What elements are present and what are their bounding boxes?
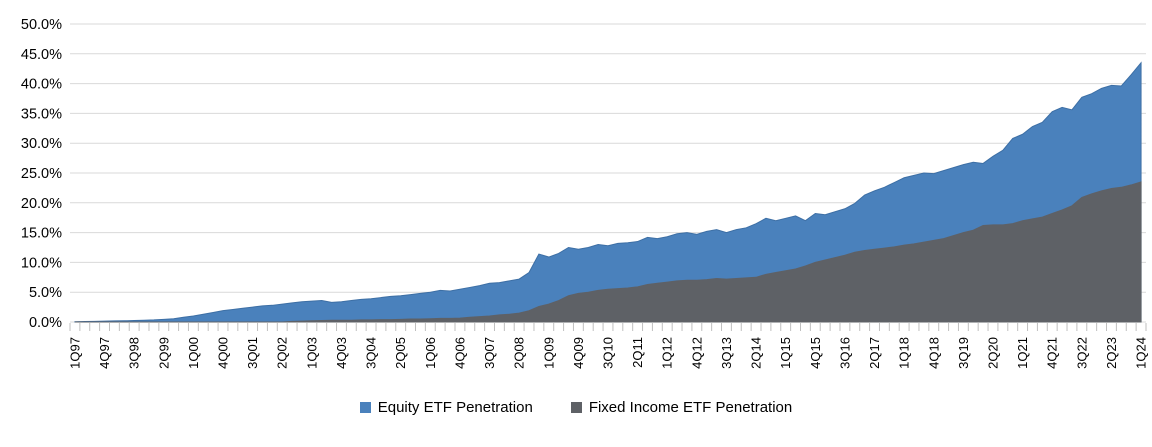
x-axis-label: 3Q98 — [127, 337, 142, 369]
equity-legend-label: Equity ETF Penetration — [377, 399, 533, 416]
x-axis-label: 2Q20 — [985, 337, 1000, 369]
x-axis-label: 4Q21 — [1045, 337, 1060, 369]
fixed-income-legend-label: Fixed Income ETF Penetration — [588, 399, 793, 416]
x-axis-label: 2Q05 — [393, 337, 408, 369]
x-axis-label: 2Q23 — [1104, 337, 1119, 369]
x-axis-label: 1Q21 — [1015, 337, 1030, 369]
x-axis-label: 1Q97 — [67, 337, 82, 369]
y-axis-label: 10.0% — [21, 255, 62, 271]
x-axis-label: 4Q15 — [808, 337, 823, 369]
etf-penetration-area-chart: 50.0% 45.0% 40.0% 35.0% 30.0% 25.0% 20.0% 15.0%… — [21, 17, 1149, 369]
y-axis-label: 35.0% — [21, 106, 62, 122]
x-axis-label: 4Q12 — [689, 337, 704, 369]
y-axis-label: 40.0% — [21, 77, 62, 93]
legend-item-fixed-income: Fixed Income ETF Penetration — [570, 399, 793, 416]
fixed-income-legend-swatch-icon — [570, 402, 582, 413]
x-axis-label: 1Q03 — [304, 337, 319, 369]
x-axis-label: 2Q08 — [512, 337, 527, 369]
x-axis-label: 1Q15 — [778, 337, 793, 369]
x-axis-label: 3Q10 — [601, 337, 616, 369]
x-axis-label: 3Q19 — [956, 337, 971, 369]
x-axis-label: 1Q06 — [423, 337, 438, 369]
x-axis-label: 3Q16 — [837, 337, 852, 369]
x-axis-label: 2Q02 — [275, 337, 290, 369]
x-axis-label: 3Q07 — [482, 337, 497, 369]
y-axis-label: 15.0% — [21, 226, 62, 242]
x-axis-label: 1Q18 — [897, 337, 912, 369]
x-axis-label: 4Q09 — [571, 337, 586, 369]
x-axis-label: 4Q00 — [216, 337, 231, 369]
x-axis-label: 3Q22 — [1074, 337, 1089, 369]
x-axis-label: 1Q09 — [541, 337, 556, 369]
x-axis-label: 2Q11 — [630, 337, 645, 368]
y-axis-label: 25.0% — [21, 166, 62, 182]
chart-legend: Equity ETF Penetration Fixed Income ETF … — [0, 399, 1152, 416]
y-axis-label: 0.0% — [29, 315, 62, 331]
x-axis-label: 3Q01 — [245, 337, 260, 369]
x-axis-label: 2Q14 — [749, 337, 764, 369]
x-axis-label: 1Q00 — [186, 337, 201, 369]
x-axis-label: 3Q04 — [364, 337, 379, 369]
x-axis-label: 4Q03 — [334, 337, 349, 369]
x-axis-label: 4Q18 — [926, 337, 941, 369]
y-axis-label: 30.0% — [21, 136, 62, 152]
y-axis-label: 20.0% — [21, 196, 62, 212]
x-axis-label: 1Q24 — [1134, 337, 1149, 369]
x-axis-label: 2Q99 — [156, 337, 171, 369]
legend-item-equity: Equity ETF Penetration — [359, 399, 533, 416]
x-axis-label: 3Q13 — [719, 337, 734, 369]
x-axis-label: 4Q97 — [97, 337, 112, 369]
x-axis-label: 4Q06 — [452, 337, 467, 369]
equity-legend-swatch-icon — [359, 402, 371, 413]
y-axis-label: 5.0% — [29, 285, 62, 301]
y-axis-label: 45.0% — [21, 47, 62, 63]
x-axis-label: 1Q12 — [660, 337, 675, 369]
y-axis-label: 50.0% — [21, 17, 62, 33]
x-axis-label: 2Q17 — [867, 337, 882, 369]
series-area-fixed-income — [74, 181, 1142, 323]
